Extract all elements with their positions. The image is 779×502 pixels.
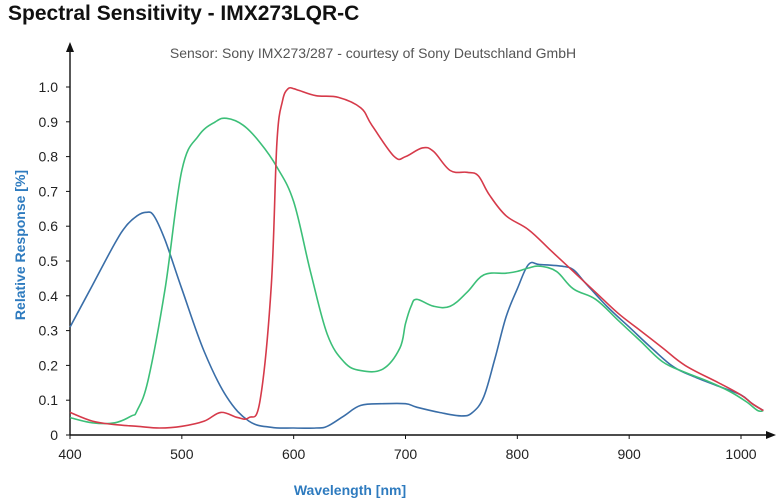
axes [66,42,776,439]
blue-series-line [69,211,764,430]
y-tick-label: 0.3 [39,323,59,339]
chart-subtitle: Sensor: Sony IMX273/287 - courtesy of So… [170,45,576,61]
red-series-line [69,86,764,429]
page-title: Spectral Sensitivity - IMX273LQR-C [8,2,360,25]
y-axis-arrow [66,42,74,52]
x-tick-label: 400 [58,446,82,462]
y-ticks: 0 0.1 0.2 0.3 0.4 0.5 0.6 0.7 0.8 0.9 1.0 [39,79,70,443]
series-group [69,86,764,430]
x-ticks: 400 500 600 700 800 900 1000 [58,435,757,462]
x-axis-label: Wavelength [nm] [294,482,406,498]
y-axis-label: Relative Response [%] [12,170,28,320]
x-axis-arrow [766,431,776,439]
y-tick-label: 0.2 [39,357,59,373]
y-tick-label: 0.5 [39,253,59,269]
y-tick-label: 0.9 [39,114,59,130]
green-series-line [69,117,764,425]
x-tick-label: 700 [394,446,418,462]
y-tick-label: 0.1 [39,392,59,408]
y-tick-label: 0.7 [39,183,59,199]
x-tick-label: 600 [282,446,306,462]
x-tick-label: 1000 [725,446,756,462]
x-tick-label: 500 [170,446,194,462]
y-tick-label: 1.0 [39,79,59,95]
y-tick-label: 0 [50,427,58,443]
y-tick-label: 0.8 [39,149,59,165]
x-tick-label: 900 [617,446,641,462]
y-tick-label: 0.6 [39,218,59,234]
x-tick-label: 800 [506,446,530,462]
y-tick-label: 0.4 [39,288,59,304]
